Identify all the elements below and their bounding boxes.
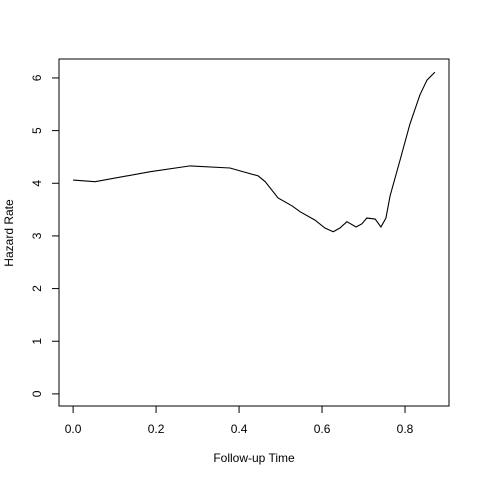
- y-tick-label: 1: [30, 338, 44, 345]
- x-tick-label: 0.6: [314, 422, 331, 436]
- hazard-line: [73, 71, 436, 233]
- y-tick-label: 5: [30, 127, 44, 134]
- y-tick-label: 4: [30, 180, 44, 187]
- x-tick-label: 0.2: [148, 422, 165, 436]
- x-tick-label: 0.4: [231, 422, 248, 436]
- y-tick-label: 2: [30, 285, 44, 292]
- x-tick-label: 0.0: [65, 422, 82, 436]
- y-tick-label: 6: [30, 74, 44, 81]
- y-tick-label: 0: [30, 390, 44, 397]
- x-axis-label: Follow-up Time: [213, 451, 295, 465]
- y-axis-label: Hazard Rate: [2, 199, 16, 267]
- x-tick-label: 0.8: [397, 422, 414, 436]
- plot-box: [58, 58, 450, 407]
- y-tick-label: 3: [30, 232, 44, 239]
